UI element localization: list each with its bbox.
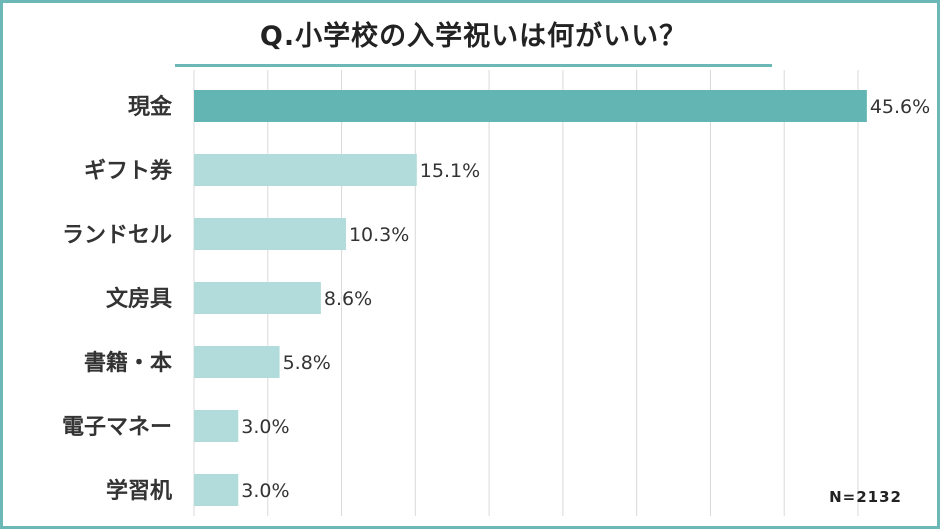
value-label: 8.6% [324, 288, 372, 310]
bar-2 [194, 154, 417, 186]
category-label: 文房具 [106, 286, 172, 312]
value-label: 5.8% [283, 352, 331, 374]
sample-size-label: N=2132 [829, 488, 902, 506]
category-label: ギフト券 [84, 158, 173, 184]
category-label: 学習机 [106, 478, 172, 504]
category-label: 現金 [128, 94, 173, 120]
value-label: 3.0% [241, 416, 289, 438]
chart-title: Q.小学校の入学祝いは何がいい？ [259, 21, 688, 52]
value-label: 15.1% [420, 160, 480, 182]
category-label: 書籍・本 [84, 350, 172, 376]
value-label: 3.0% [241, 480, 289, 502]
category-label: ランドセル [62, 223, 172, 248]
value-label: 45.6% [870, 96, 930, 118]
title-underline [175, 64, 772, 67]
bar-5 [194, 346, 280, 378]
bar-6 [194, 410, 239, 442]
category-label: 電子マネー [62, 415, 172, 440]
value-label: 10.3% [349, 224, 409, 246]
bar-3 [194, 218, 346, 250]
bar-1 [194, 90, 867, 122]
bar-7 [194, 474, 239, 506]
bar-4 [194, 282, 321, 314]
